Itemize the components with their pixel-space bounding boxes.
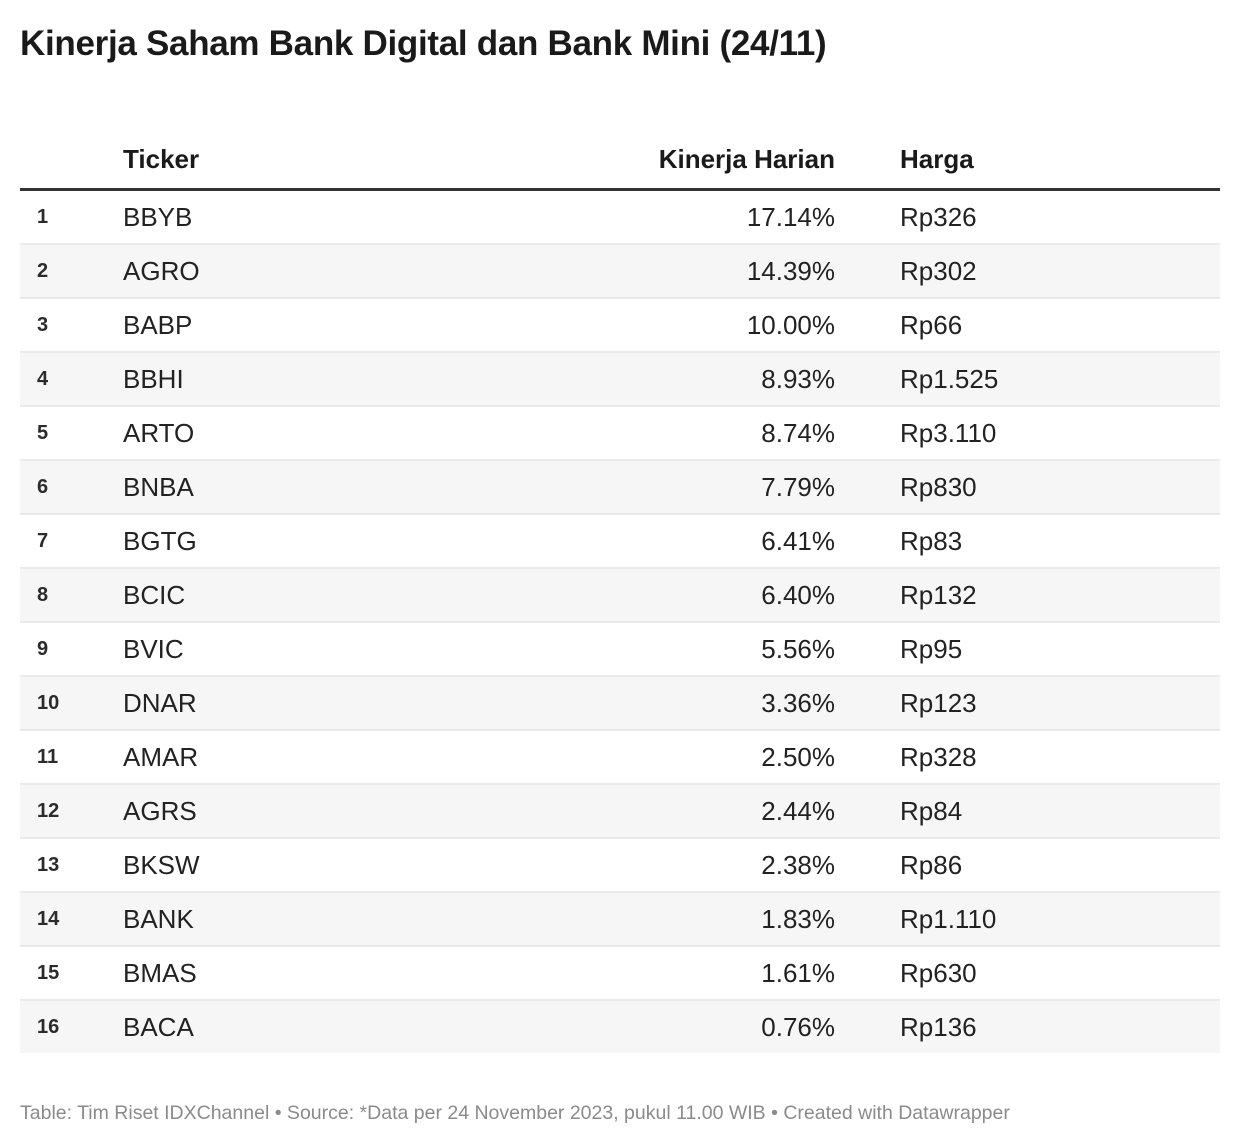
table-row: 12 AGRS 2.44% Rp84 <box>20 783 1220 838</box>
kinerja-harian-cell: 0.76% <box>543 999 835 1053</box>
harga-cell: Rp136 <box>835 999 1220 1053</box>
row-number-cell: 13 <box>20 837 106 892</box>
harga-cell: Rp132 <box>835 567 1220 622</box>
harga-cell: Rp66 <box>835 297 1220 352</box>
kinerja-harian-cell: 14.39% <box>543 243 835 298</box>
harga-cell: Rp83 <box>835 513 1220 568</box>
harga-cell: Rp1.525 <box>835 351 1220 406</box>
column-header-index <box>20 122 106 191</box>
ticker-cell: BGTG <box>106 513 543 568</box>
row-number-cell: 14 <box>20 891 106 946</box>
ticker-cell: BNBA <box>106 459 543 514</box>
table-row: 6 BNBA 7.79% Rp830 <box>20 459 1220 514</box>
table-row: 11 AMAR 2.50% Rp328 <box>20 729 1220 784</box>
ticker-cell: ARTO <box>106 405 543 460</box>
row-number-cell: 6 <box>20 459 106 514</box>
table-attribution-footer: Table: Tim Riset IDXChannel • Source: *D… <box>20 1102 1010 1124</box>
row-number-cell: 4 <box>20 351 106 406</box>
kinerja-harian-cell: 6.40% <box>543 567 835 622</box>
kinerja-harian-cell: 10.00% <box>543 297 835 352</box>
ticker-cell: BVIC <box>106 621 543 676</box>
stock-performance-table: Ticker Kinerja Harian Harga 1 BBYB 17.14… <box>20 122 1220 1053</box>
column-header-ticker: Ticker <box>106 122 543 191</box>
kinerja-harian-cell: 3.36% <box>543 675 835 730</box>
table-row: 14 BANK 1.83% Rp1.110 <box>20 891 1220 946</box>
ticker-cell: BKSW <box>106 837 543 892</box>
datawrapper-table-page: Kinerja Saham Bank Digital dan Bank Mini… <box>0 22 1240 1130</box>
ticker-cell: AGRS <box>106 783 543 838</box>
harga-cell: Rp86 <box>835 837 1220 892</box>
ticker-cell: AGRO <box>106 243 543 298</box>
row-number-cell: 15 <box>20 945 106 1000</box>
row-number-cell: 10 <box>20 675 106 730</box>
table-row: 7 BGTG 6.41% Rp83 <box>20 513 1220 568</box>
table-header-row: Ticker Kinerja Harian Harga <box>20 122 1220 191</box>
harga-cell: Rp1.110 <box>835 891 1220 946</box>
row-number-cell: 2 <box>20 243 106 298</box>
row-number-cell: 3 <box>20 297 106 352</box>
table-header: Ticker Kinerja Harian Harga <box>20 122 1220 191</box>
ticker-cell: BANK <box>106 891 543 946</box>
row-number-cell: 1 <box>37 205 49 228</box>
harga-cell: Rp84 <box>835 783 1220 838</box>
ticker-cell: BBHI <box>106 351 543 406</box>
ticker-cell: BACA <box>106 999 543 1053</box>
kinerja-harian-cell: 17.14% <box>746 201 835 232</box>
harga-cell: Rp95 <box>835 621 1220 676</box>
table-row: 10 DNAR 3.36% Rp123 <box>20 675 1220 730</box>
table-row: 9 BVIC 5.56% Rp95 <box>20 621 1220 676</box>
table-row: 16 BACA 0.76% Rp136 <box>20 999 1220 1053</box>
harga-cell: Rp630 <box>835 945 1220 1000</box>
kinerja-harian-cell: 7.79% <box>543 459 835 514</box>
table-row: 5 ARTO 8.74% Rp3.110 <box>20 405 1220 460</box>
table-row: 15 BMAS 1.61% Rp630 <box>20 945 1220 1000</box>
ticker-cell: BMAS <box>106 945 543 1000</box>
harga-cell: Rp3.110 <box>835 405 1220 460</box>
row-number-cell: 7 <box>20 513 106 568</box>
kinerja-harian-cell: 8.93% <box>543 351 835 406</box>
table-row: 4 BBHI 8.93% Rp1.525 <box>20 351 1220 406</box>
row-number-cell: 9 <box>20 621 106 676</box>
harga-cell: Rp123 <box>835 675 1220 730</box>
table-body: 1 BBYB 17.14% Rp326 2 AGRO 14.39% Rp302 … <box>20 190 1220 1053</box>
harga-cell: Rp302 <box>835 243 1220 298</box>
kinerja-harian-cell: 6.41% <box>543 513 835 568</box>
ticker-cell: BABP <box>106 297 543 352</box>
column-header-harga: Harga <box>835 122 1220 191</box>
page-title: Kinerja Saham Bank Digital dan Bank Mini… <box>20 24 827 63</box>
harga-cell: Rp328 <box>835 729 1220 784</box>
kinerja-harian-cell: 1.83% <box>543 891 835 946</box>
kinerja-harian-cell: 2.44% <box>543 783 835 838</box>
kinerja-harian-cell: 5.56% <box>543 621 835 676</box>
ticker-cell: BBYB <box>123 201 193 232</box>
row-number-cell: 5 <box>20 405 106 460</box>
kinerja-harian-cell: 8.74% <box>543 405 835 460</box>
harga-cell: Rp830 <box>835 459 1220 514</box>
ticker-cell: AMAR <box>106 729 543 784</box>
row-number-cell: 16 <box>20 999 106 1053</box>
table-row: 2 AGRO 14.39% Rp302 <box>20 243 1220 298</box>
table-row: 8 BCIC 6.40% Rp132 <box>20 567 1220 622</box>
table-row: 3 BABP 10.00% Rp66 <box>20 297 1220 352</box>
row-number-cell: 8 <box>20 567 106 622</box>
kinerja-harian-cell: 2.38% <box>543 837 835 892</box>
kinerja-harian-cell: 1.61% <box>543 945 835 1000</box>
kinerja-harian-cell: 2.50% <box>543 729 835 784</box>
harga-cell: Rp326 <box>900 201 977 232</box>
table-row: 13 BKSW 2.38% Rp86 <box>20 837 1220 892</box>
ticker-cell: DNAR <box>106 675 543 730</box>
table-row: 1 BBYB 17.14% Rp326 <box>20 190 1220 245</box>
column-header-kinerja-harian: Kinerja Harian <box>543 122 835 191</box>
ticker-cell: BCIC <box>106 567 543 622</box>
row-number-cell: 11 <box>20 729 106 784</box>
row-number-cell: 12 <box>20 783 106 838</box>
